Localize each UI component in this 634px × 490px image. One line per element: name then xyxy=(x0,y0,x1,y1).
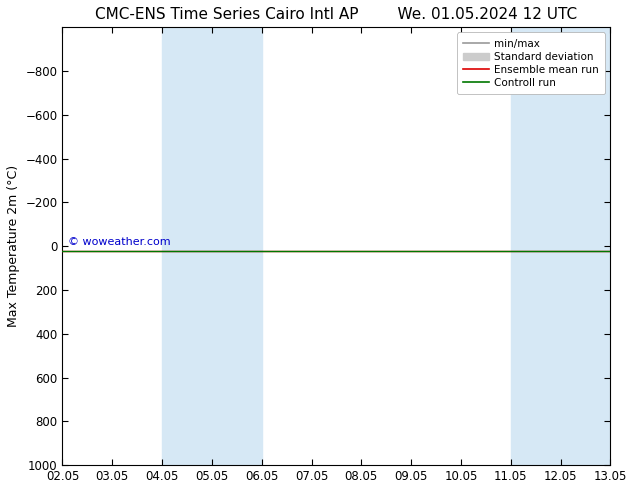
Bar xyxy=(162,27,262,465)
Legend: min/max, Standard deviation, Ensemble mean run, Controll run: min/max, Standard deviation, Ensemble me… xyxy=(456,32,605,95)
Title: CMC-ENS Time Series Cairo Intl AP        We. 01.05.2024 12 UTC: CMC-ENS Time Series Cairo Intl AP We. 01… xyxy=(95,7,578,22)
Y-axis label: Max Temperature 2m (°C): Max Temperature 2m (°C) xyxy=(7,165,20,327)
Bar xyxy=(511,27,611,465)
Text: © woweather.com: © woweather.com xyxy=(68,238,171,247)
